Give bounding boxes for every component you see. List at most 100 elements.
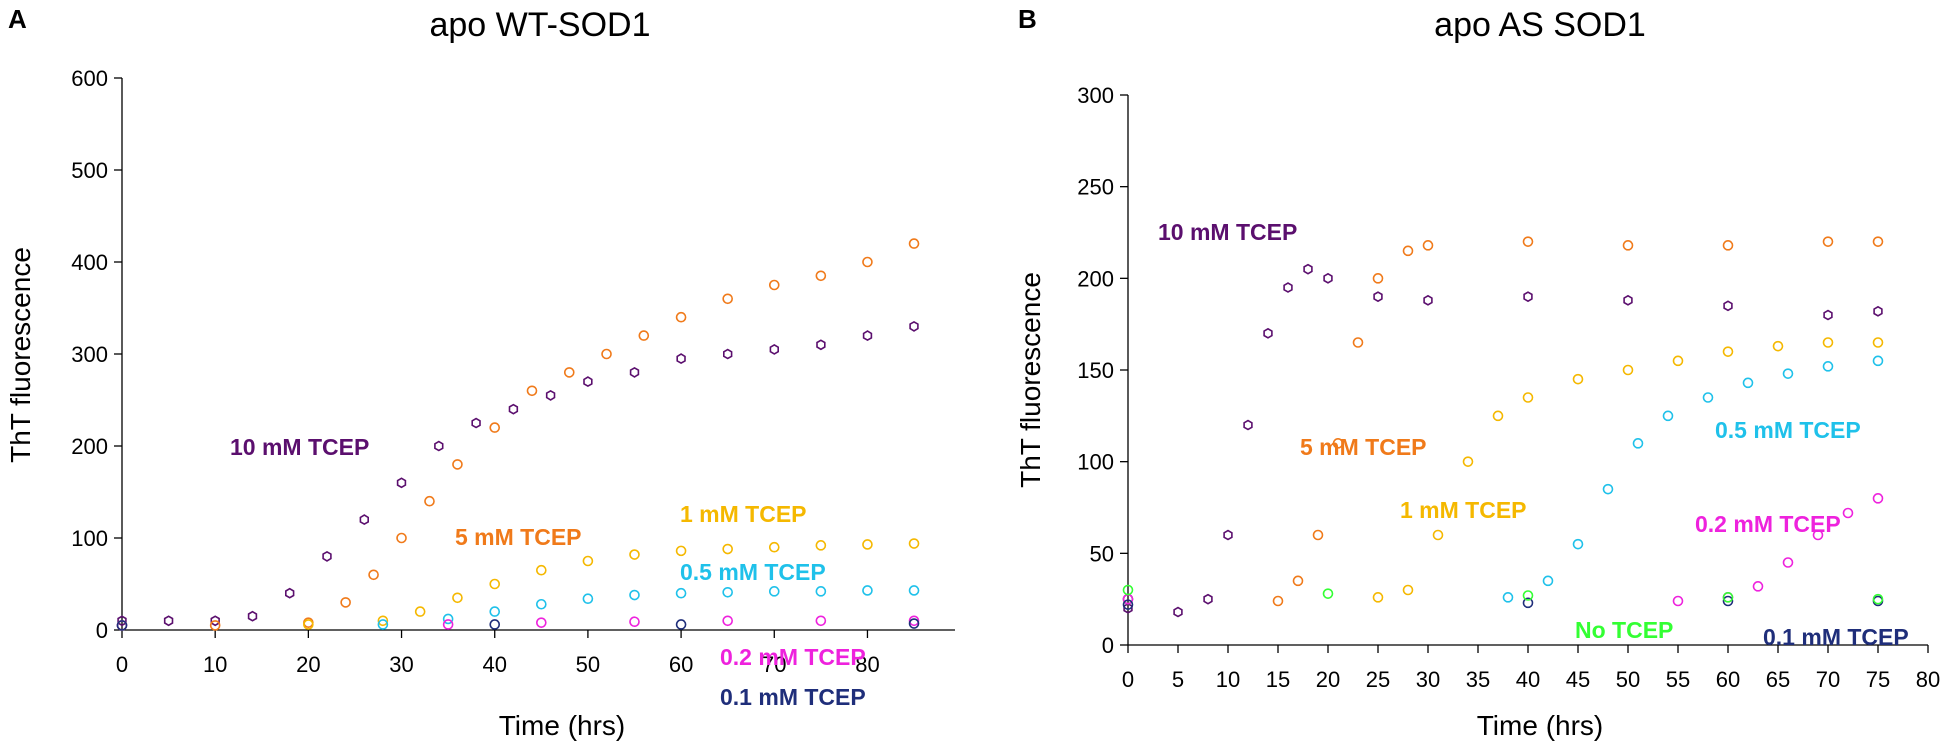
panel-b-x-tick-label: 55	[1666, 667, 1690, 692]
panel-a-y-tick-label: 0	[96, 618, 108, 643]
panel-a-x-tick-label: 0	[116, 652, 128, 677]
panel-b-point-0-5-mm-tcep	[1632, 438, 1644, 449]
panel-b-point-0-5-mm-tcep	[1542, 575, 1554, 587]
panel-b-point-5-mm-tcep	[1272, 595, 1284, 607]
panel-b-point-5-mm-tcep	[1352, 337, 1364, 348]
panel-b-point-0-5-mm-tcep	[1572, 538, 1584, 550]
panel-a-point-0-5-mm-tcep	[629, 589, 640, 601]
panel-a-point-10-mm-tcep	[909, 320, 919, 332]
panel-b-point-1-mm-tcep	[1372, 592, 1384, 603]
panel-a-point-5-mm-tcep	[675, 311, 687, 323]
panel-b-y-tick-label: 150	[1077, 358, 1114, 383]
panel-b-point-1-mm-tcep	[1402, 584, 1414, 596]
panel-a-point-5-mm-tcep	[340, 597, 351, 608]
panel-b-point-0-2-mm-tcep	[1812, 529, 1824, 541]
panel-b-x-tick-label: 50	[1616, 667, 1640, 692]
panel-b-point-no-tcep	[1522, 590, 1534, 601]
panel-a-point-10-mm-tcep	[210, 615, 220, 627]
panel-b-point-no-tcep	[1722, 592, 1734, 603]
panel-b-point-10-mm-tcep	[1283, 282, 1293, 293]
panel-b-point-10-mm-tcep	[1173, 606, 1183, 618]
panel-b-x-tick-label: 70	[1816, 667, 1840, 692]
panel-a-point-0-5-mm-tcep	[722, 586, 733, 598]
panel-a-point-0-5-mm-tcep	[536, 598, 547, 610]
panel-a-point-1-mm-tcep	[768, 541, 780, 553]
panel-b-x-tick-label: 30	[1416, 667, 1440, 692]
panel-b-point-10-mm-tcep	[1223, 529, 1233, 541]
panel-b-point-0-2-mm-tcep	[1842, 507, 1854, 519]
panel-b-point-1-mm-tcep	[1822, 337, 1834, 348]
panel-a-point-10-mm-tcep	[676, 353, 686, 365]
panel-a-point-1-mm-tcep	[452, 592, 463, 604]
panel-a-label-01mm: 0.1 mM TCEP	[720, 684, 866, 710]
panel-a-point-10-mm-tcep	[816, 339, 826, 351]
panel-b-point-1-mm-tcep	[1462, 456, 1474, 467]
panel-a-point-1-mm-tcep	[489, 578, 501, 590]
panel-a-x-tick-label: 70	[762, 652, 786, 677]
panel-b-point-5-mm-tcep	[1292, 575, 1304, 587]
panel-b-y-tick-label: 250	[1077, 175, 1114, 200]
panel-a-label-02mm: 0.2 mM TCEP	[720, 644, 866, 670]
panel-a-point-5-mm-tcep	[396, 532, 407, 544]
panel-b-point-5-mm-tcep	[1402, 245, 1414, 257]
panel-a-point-5-mm-tcep	[862, 256, 873, 268]
panel-a-point-5-mm-tcep	[452, 459, 463, 470]
panel-a-point-0-2-mm-tcep	[442, 619, 454, 630]
panel-a-point-1-mm-tcep	[675, 545, 687, 557]
panel-b-x-tick-label: 15	[1266, 667, 1290, 692]
panel-b-point-5-mm-tcep	[1332, 438, 1344, 449]
panel-b-point-0-5-mm-tcep	[1822, 361, 1834, 372]
panel-a-point-10-mm-tcep	[862, 330, 873, 342]
panel-b-point-0-5-mm-tcep	[1702, 392, 1714, 403]
panel-b-point-0-1-mm-tcep	[1522, 597, 1534, 609]
panel-b-point-10-mm-tcep	[1523, 291, 1533, 303]
panel-a-point-1-mm-tcep	[629, 549, 640, 560]
panel-b-x-tick-label: 80	[1916, 667, 1940, 692]
panel-a-point-0-1-mm-tcep	[116, 620, 128, 631]
panel-a: A apo WT-SOD1 0 100 200 300 400 500 600 0 10 20 3…	[5, 4, 955, 741]
panel-b-point-10-mm-tcep	[1373, 291, 1383, 303]
panel-b-x-tick-label: 60	[1716, 667, 1740, 692]
panel-a-point-0-5-mm-tcep	[675, 587, 687, 599]
panel-a-point-10-mm-tcep	[247, 610, 258, 622]
panel-a-point-10-mm-tcep	[117, 615, 127, 627]
panel-a-y-tick-label: 300	[71, 342, 108, 367]
panel-a-point-0-5-mm-tcep	[582, 593, 594, 605]
panel-a-point-0-5-mm-tcep	[815, 586, 827, 597]
panel-b-point-5-mm-tcep	[1312, 529, 1324, 541]
panel-a-label-1mm: 1 mM TCEP	[680, 501, 807, 527]
panel-b-point-0-2-mm-tcep	[1782, 557, 1794, 568]
panel-a-point-0-5-mm-tcep	[442, 613, 454, 625]
panel-b-point-1-mm-tcep	[1492, 410, 1504, 422]
panel-a-x-tick-label: 40	[482, 652, 506, 677]
panel-a-point-0-1-mm-tcep	[675, 619, 687, 630]
panel-b-label-10mm: 10 mM TCEP	[1158, 219, 1297, 245]
panel-a-point-5-mm-tcep	[424, 495, 435, 507]
panel-b-x-tick-label: 40	[1516, 667, 1540, 692]
panel-a-x-tick-label: 50	[576, 652, 600, 677]
panel-b-point-5-mm-tcep	[1622, 240, 1634, 251]
panel-b-y-label: ThT fluorescence	[1015, 272, 1046, 488]
panel-a-point-5-mm-tcep	[815, 270, 827, 282]
panel-b-point-10-mm-tcep	[1423, 294, 1433, 306]
panel-a-point-0-5-mm-tcep	[377, 619, 389, 630]
panel-b-point-5-mm-tcep	[1522, 236, 1534, 247]
panel-a-point-1-mm-tcep	[815, 540, 827, 551]
panel-b-point-0-2-mm-tcep	[1752, 581, 1764, 592]
panel-a-title: apo WT-SOD1	[429, 6, 650, 44]
panel-b-point-1-mm-tcep	[1432, 529, 1444, 541]
panel-b-y-tick-label: 300	[1077, 83, 1114, 108]
panel-a-y-tick-label: 400	[71, 250, 108, 275]
panel-a-x-tick-label: 60	[669, 652, 693, 677]
panel-a-point-10-mm-tcep	[471, 417, 481, 429]
panel-a-point-1-mm-tcep	[582, 555, 594, 567]
panel-a-point-0-2-mm-tcep	[629, 616, 640, 628]
panel-b-point-1-mm-tcep	[1522, 392, 1534, 403]
panel-a-point-0-5-mm-tcep	[862, 585, 873, 596]
panel-a-point-1-mm-tcep	[722, 543, 733, 555]
panel-a-point-5-mm-tcep	[908, 238, 920, 249]
panel-b-point-10-mm-tcep	[1203, 593, 1213, 605]
panel-a-point-1-mm-tcep	[536, 564, 547, 576]
panel-a-point-0-5-mm-tcep	[489, 606, 501, 617]
panel-b-point-1-mm-tcep	[1722, 346, 1734, 357]
